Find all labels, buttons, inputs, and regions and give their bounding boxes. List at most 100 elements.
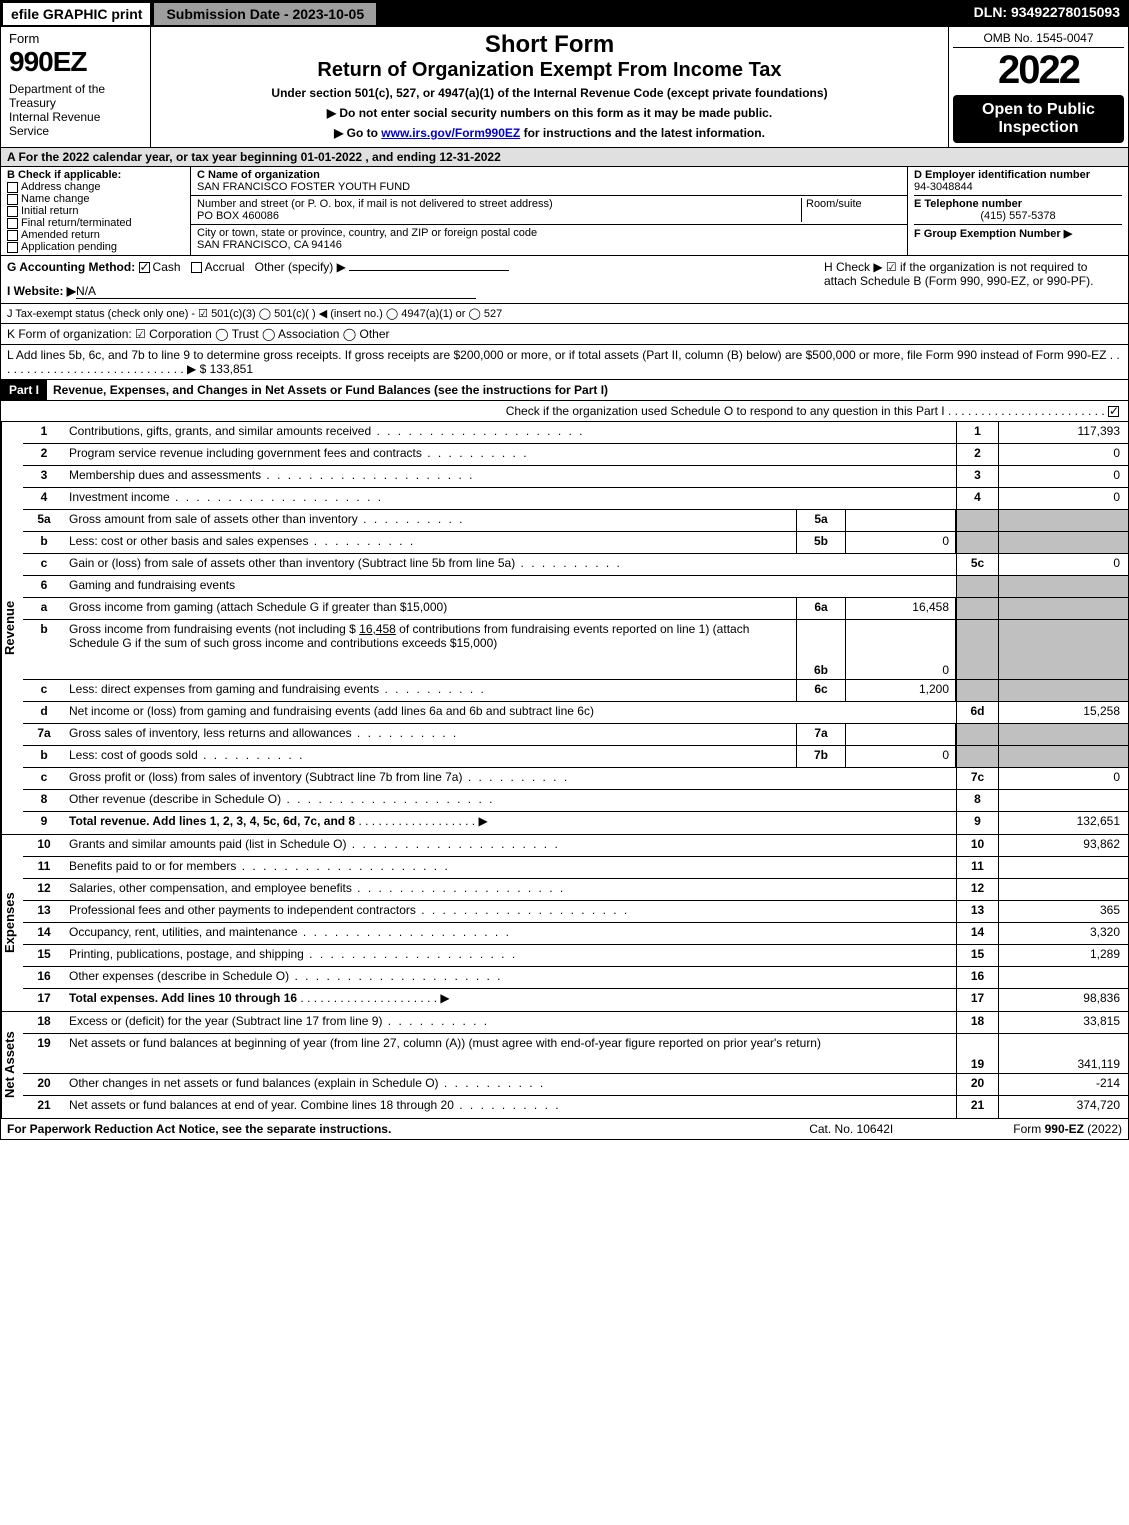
line-14-desc: Occupancy, rent, utilities, and maintena… — [65, 923, 956, 944]
instr2-pre: ▶ Go to — [334, 126, 381, 140]
line-7c-desc: Gross profit or (loss) from sales of inv… — [65, 768, 956, 789]
part-1-label: Part I — [1, 380, 47, 400]
chk-schedule-o[interactable] — [1108, 406, 1119, 417]
line-3-value: 0 — [998, 466, 1128, 487]
h-check-block: H Check ▶ ☑ if the organization is not r… — [818, 256, 1128, 303]
group-exemption-label: F Group Exemption Number ▶ — [914, 228, 1072, 240]
line-8-value — [998, 790, 1128, 811]
line-4-desc: Investment income — [65, 488, 956, 509]
line-6d-value: 15,258 — [998, 702, 1128, 723]
accounting-method-row: G Accounting Method: Cash Accrual Other … — [1, 256, 818, 303]
city-label: City or town, state or province, country… — [197, 227, 901, 239]
ein-label: D Employer identification number — [914, 169, 1090, 181]
col-c-name-label: C Name of organization — [197, 169, 320, 181]
chk-address-change[interactable]: Address change — [7, 181, 184, 193]
line-6-desc: Gaming and fundraising events — [65, 576, 956, 597]
line-8-desc: Other revenue (describe in Schedule O) — [65, 790, 956, 811]
form-title-1: Short Form — [159, 31, 940, 59]
header-right: OMB No. 1545-0047 2022 Open to Public In… — [948, 27, 1128, 147]
line-2-value: 0 — [998, 444, 1128, 465]
tel-label: E Telephone number — [914, 198, 1022, 210]
line-6c-value: 1,200 — [846, 680, 956, 701]
header-left: Form 990EZ Department of the Treasury In… — [1, 27, 151, 147]
chk-initial-return[interactable]: Initial return — [7, 205, 184, 217]
revenue-side-label: Revenue — [1, 422, 23, 834]
chk-application-pending[interactable]: Application pending — [7, 241, 184, 253]
line-13-desc: Professional fees and other payments to … — [65, 901, 956, 922]
tel-value: (415) 557-5378 — [914, 210, 1122, 222]
line-21-value: 374,720 — [998, 1096, 1128, 1118]
footer-left: For Paperwork Reduction Act Notice, see … — [7, 1122, 391, 1136]
chk-accrual[interactable] — [191, 262, 202, 273]
instruction-1: ▶ Do not enter social security numbers o… — [159, 106, 940, 120]
form-number: 990EZ — [9, 46, 142, 78]
part-1-check-o: Check if the organization used Schedule … — [1, 401, 1128, 422]
line-7b-value: 0 — [846, 746, 956, 767]
expenses-side-label: Expenses — [1, 835, 23, 1011]
irs-link[interactable]: www.irs.gov/Form990EZ — [381, 126, 520, 140]
open-public-badge: Open to Public Inspection — [953, 95, 1124, 143]
dln-number: DLN: 93492278015093 — [966, 1, 1128, 27]
street-label: Number and street (or P. O. box, if mail… — [197, 198, 801, 210]
line-5c-value: 0 — [998, 554, 1128, 575]
line-6a-desc: Gross income from gaming (attach Schedul… — [65, 598, 796, 619]
line-19-value: 341,119 — [998, 1034, 1128, 1073]
line-6b-value: 0 — [846, 620, 956, 679]
org-name-block: C Name of organization SAN FRANCISCO FOS… — [191, 167, 907, 196]
chk-cash[interactable] — [139, 262, 150, 273]
part-1-header-row: Part I Revenue, Expenses, and Changes in… — [1, 379, 1128, 401]
column-def: D Employer identification number 94-3048… — [908, 167, 1128, 255]
line-5a-desc: Gross amount from sale of assets other t… — [65, 510, 796, 531]
line-11-desc: Benefits paid to or for members — [65, 857, 956, 878]
chk-final-return[interactable]: Final return/terminated — [7, 217, 184, 229]
part-1-title: Revenue, Expenses, and Changes in Net As… — [47, 380, 1128, 400]
line-7b-desc: Less: cost of goods sold — [65, 746, 796, 767]
chk-name-change[interactable]: Name change — [7, 193, 184, 205]
submission-date: Submission Date - 2023-10-05 — [152, 1, 378, 27]
omb-number: OMB No. 1545-0047 — [953, 31, 1124, 48]
revenue-section: Revenue 1Contributions, gifts, grants, a… — [1, 422, 1128, 834]
line-1-desc: Contributions, gifts, grants, and simila… — [65, 422, 956, 443]
line-9-value: 132,651 — [998, 812, 1128, 834]
line-7a-value — [846, 724, 956, 745]
line-20-desc: Other changes in net assets or fund bala… — [65, 1074, 956, 1095]
line-15-desc: Printing, publications, postage, and shi… — [65, 945, 956, 966]
ein-value: 94-3048844 — [914, 181, 973, 193]
instr2-post: for instructions and the latest informat… — [520, 126, 765, 140]
line-11-value — [998, 857, 1128, 878]
line-6a-value: 16,458 — [846, 598, 956, 619]
gross-receipts-value: 133,851 — [210, 362, 253, 376]
top-bar: efile GRAPHIC print Submission Date - 20… — [1, 1, 1128, 27]
line-16-desc: Other expenses (describe in Schedule O) — [65, 967, 956, 988]
netassets-side-label: Net Assets — [1, 1012, 23, 1118]
chk-amended-return[interactable]: Amended return — [7, 229, 184, 241]
line-12-desc: Salaries, other compensation, and employ… — [65, 879, 956, 900]
line-3-desc: Membership dues and assessments — [65, 466, 956, 487]
column-b-checkboxes: B Check if applicable: Address change Na… — [1, 167, 191, 255]
tax-year: 2022 — [953, 48, 1124, 93]
org-name: SAN FRANCISCO FOSTER YOUTH FUND — [197, 181, 901, 193]
org-street-block: Number and street (or P. O. box, if mail… — [191, 196, 907, 225]
group-exemption-block: F Group Exemption Number ▶ — [914, 227, 1122, 240]
g-label: G Accounting Method: — [7, 260, 135, 274]
footer-right: Form 990-EZ (2022) — [1013, 1122, 1122, 1136]
line-16-value — [998, 967, 1128, 988]
line-10-value: 93,862 — [998, 835, 1128, 856]
line-5b-value: 0 — [846, 532, 956, 553]
line-7c-value: 0 — [998, 768, 1128, 789]
line-19-desc: Net assets or fund balances at beginning… — [65, 1034, 956, 1073]
line-5b-desc: Less: cost or other basis and sales expe… — [65, 532, 796, 553]
line-5c-desc: Gain or (loss) from sale of assets other… — [65, 554, 956, 575]
net-assets-section: Net Assets 18Excess or (deficit) for the… — [1, 1011, 1128, 1118]
efile-print-label[interactable]: efile GRAPHIC print — [1, 1, 152, 27]
line-20-value: -214 — [998, 1074, 1128, 1095]
line-13-value: 365 — [998, 901, 1128, 922]
org-city: SAN FRANCISCO, CA 94146 — [197, 239, 901, 251]
line-6b-desc: Gross income from fundraising events (no… — [65, 620, 796, 679]
line-12-value — [998, 879, 1128, 900]
i-label: I Website: ▶ — [7, 284, 76, 298]
line-15-value: 1,289 — [998, 945, 1128, 966]
form-subtitle: Under section 501(c), 527, or 4947(a)(1)… — [159, 86, 940, 100]
department-label: Department of the Treasury Internal Reve… — [9, 82, 142, 138]
row-j-tax-exempt: J Tax-exempt status (check only one) - ☑… — [1, 303, 1128, 323]
